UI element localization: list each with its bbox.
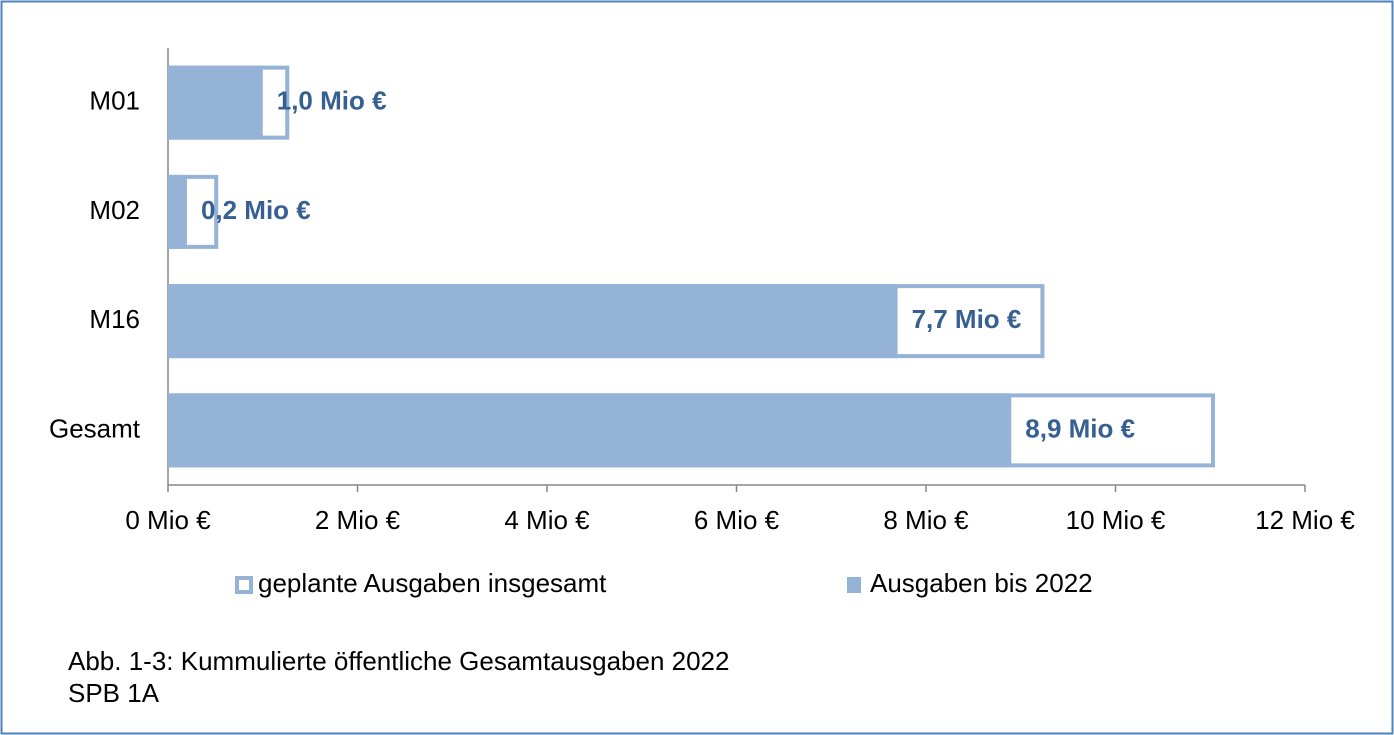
spent-bar [168,174,187,249]
caption-line: SPB 1A [68,678,160,708]
y-tick-label: M16 [89,304,140,334]
value-label: 1,0 Mio € [277,86,387,116]
spent-bar [168,65,263,140]
legend-swatch [235,576,253,594]
x-tick-label: 0 Mio € [125,505,211,535]
legend-swatch [847,577,861,593]
x-tick-label: 12 Mio € [1255,505,1355,535]
spent-bar [168,284,898,359]
y-tick-label: M01 [89,86,140,116]
caption-line: Abb. 1-3: Kummulierte öffentliche Gesamt… [68,646,729,676]
value-label: 0,2 Mio € [201,195,311,225]
value-label: 8,9 Mio € [1025,413,1135,443]
x-tick-label: 6 Mio € [694,505,780,535]
spent-bar [168,393,1012,468]
x-tick-label: 8 Mio € [883,505,969,535]
y-tick-label: M02 [89,195,140,225]
x-tick-label: 2 Mio € [315,505,401,535]
value-label: 7,7 Mio € [912,304,1022,334]
x-tick-label: 4 Mio € [504,505,590,535]
y-tick-label: Gesamt [49,413,141,443]
legend-label: geplante Ausgaben insgesamt [258,568,607,598]
legend-label: Ausgaben bis 2022 [870,568,1093,598]
x-tick-label: 10 Mio € [1066,505,1166,535]
